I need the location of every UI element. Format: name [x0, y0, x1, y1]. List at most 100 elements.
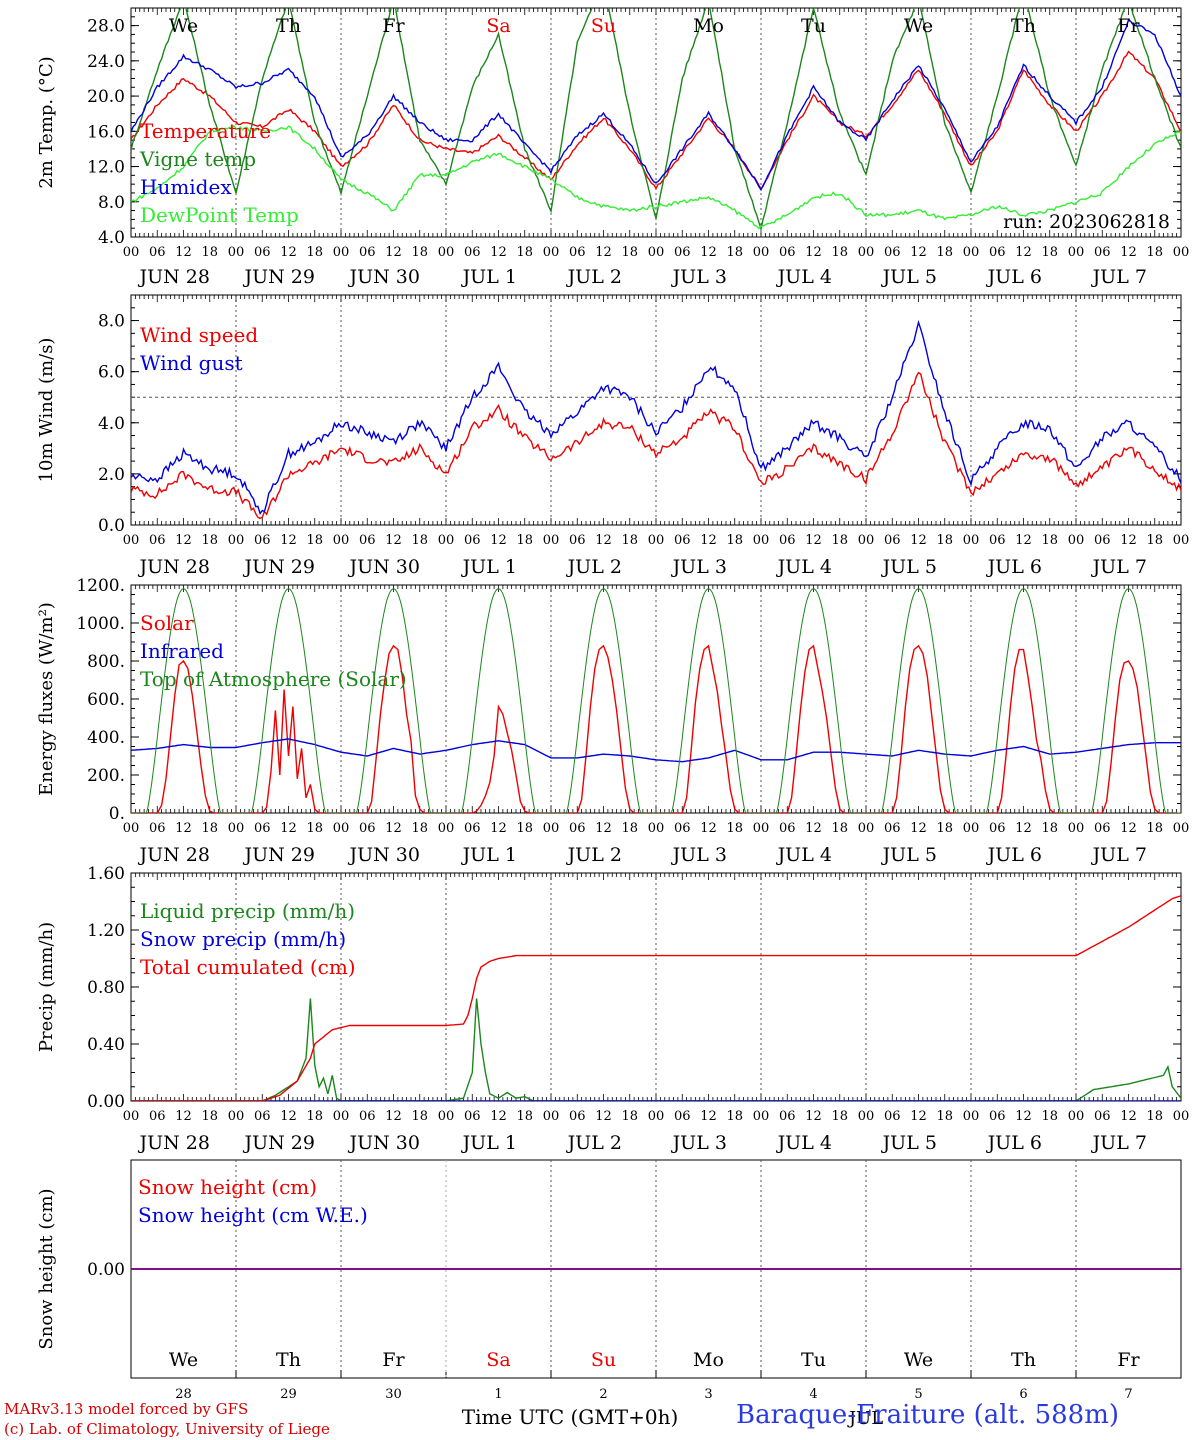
weekday-label: Tu [801, 15, 826, 37]
legend-entry: Snow precip (mm/h) [140, 927, 346, 951]
credit-line-1: MARv3.13 model forced by GFS [4, 1400, 249, 1418]
hour-label: 12 [700, 245, 717, 260]
date-label: JUN 29 [243, 1132, 315, 1154]
weekday-label: Th [1011, 1349, 1036, 1371]
hour-label: 00 [228, 533, 245, 548]
hour-label: 12 [700, 533, 717, 548]
series-group [131, 895, 1181, 1101]
y-tick-label: 600. [87, 690, 125, 710]
hour-label: 06 [779, 245, 796, 260]
hour-label: 18 [936, 1109, 953, 1124]
hour-label: 18 [726, 245, 743, 260]
hour-label: 12 [595, 821, 612, 836]
hour-label: 00 [333, 533, 350, 548]
hour-label: 00 [753, 533, 770, 548]
date-label: JUN 30 [348, 556, 420, 578]
y-tick-label: 0.40 [87, 1035, 125, 1055]
hour-label: 00 [543, 821, 560, 836]
hour-label: 06 [989, 533, 1006, 548]
weekday-label: Th [276, 1349, 301, 1371]
legend-entry: Snow height (cm) [138, 1175, 317, 1199]
date-label: JUL 2 [566, 1132, 622, 1154]
hour-label: 18 [411, 1109, 428, 1124]
legend-entry: Snow height (cm W.E.) [138, 1203, 368, 1227]
hour-label: 00 [438, 821, 455, 836]
hour-label: 00 [123, 533, 140, 548]
date-label: JUL 2 [566, 844, 622, 866]
series-infrared [131, 738, 1181, 763]
hour-label: 06 [569, 1109, 586, 1124]
hour-label: 12 [700, 821, 717, 836]
hour-label: 12 [175, 245, 192, 260]
weekday-label: Sa [486, 1349, 510, 1371]
hour-label: 12 [595, 245, 612, 260]
hour-label: 00 [858, 821, 875, 836]
weekday-label: Fr [382, 15, 405, 37]
hour-label: 18 [306, 1109, 323, 1124]
hour-label: 18 [411, 245, 428, 260]
hour-label: 06 [674, 533, 691, 548]
hour-label: 00 [228, 245, 245, 260]
y-tick-label: 6.0 [98, 363, 125, 383]
y-axis-label: Precip (mm/h) [36, 922, 57, 1052]
hour-label: 00 [648, 245, 665, 260]
y-tick-label: 0.00 [87, 1092, 125, 1112]
legend-entry: Total cumulated (cm) [140, 955, 356, 979]
series-total-cumulated-cm- [131, 895, 1181, 1101]
hour-label: 18 [726, 1109, 743, 1124]
hour-label: 18 [1146, 1109, 1163, 1124]
day-number: 5 [914, 1387, 922, 1402]
hour-label: 12 [1015, 821, 1032, 836]
series-vigne-temp [131, 8, 1181, 232]
hour-label: 12 [280, 245, 297, 260]
y-tick-label: 1200. [76, 576, 125, 596]
hour-label: 00 [333, 245, 350, 260]
hour-label: 12 [1120, 245, 1137, 260]
hour-label: 06 [779, 1109, 796, 1124]
series-humidex [131, 18, 1181, 192]
hour-label: 18 [411, 821, 428, 836]
date-label: JUL 3 [671, 844, 727, 866]
day-number: 2 [599, 1387, 607, 1402]
hour-label: 18 [201, 1109, 218, 1124]
date-label: JUL 2 [566, 556, 622, 578]
panel-5: 0.00 Snow height (cm) Snow height (cm) Snow… [36, 1159, 1182, 1429]
hour-label: 00 [648, 821, 665, 836]
hour-label: 12 [910, 1109, 927, 1124]
legend-entry: Solar [140, 611, 194, 635]
hour-label: 12 [910, 821, 927, 836]
hour-label: 00 [228, 821, 245, 836]
hour-label: 06 [989, 821, 1006, 836]
hour-label: 06 [884, 1109, 901, 1124]
date-label: JUL 5 [881, 1132, 937, 1154]
hour-label: 00 [1068, 245, 1085, 260]
hour-label: 06 [149, 533, 166, 548]
hour-label: 12 [175, 821, 192, 836]
panel-2: 0.0 2.0 4.0 6.0 8.0 10m Wind (m/s) Wind speed W… [36, 294, 1189, 578]
date-label: JUL 3 [671, 1132, 727, 1154]
month-label: JUL [847, 1408, 883, 1429]
legend-entry: Humidex [140, 175, 232, 199]
series-group [131, 588, 1181, 813]
y-tick-label: 1000. [76, 614, 125, 634]
hour-label: 00 [1068, 533, 1085, 548]
hour-label: 00 [858, 1109, 875, 1124]
hour-label: 12 [490, 1109, 507, 1124]
y-tick-label: 4.0 [98, 228, 125, 248]
hour-label: 00 [438, 533, 455, 548]
hour-label: 06 [779, 821, 796, 836]
hour-label: 00 [648, 533, 665, 548]
hour-label: 00 [1173, 245, 1190, 260]
hour-label: 06 [464, 533, 481, 548]
hour-label: 12 [1015, 245, 1032, 260]
hour-label: 12 [805, 533, 822, 548]
date-label: JUL 1 [461, 556, 517, 578]
hour-label: 18 [201, 533, 218, 548]
series-top-of-atmosphere-solar- [131, 588, 1181, 813]
hour-label: 12 [805, 245, 822, 260]
hour-label: 12 [175, 1109, 192, 1124]
y-tick-label: 400. [87, 728, 125, 748]
hour-label: 00 [123, 245, 140, 260]
y-tick-label: 1.20 [87, 921, 125, 941]
hour-label: 06 [1094, 533, 1111, 548]
